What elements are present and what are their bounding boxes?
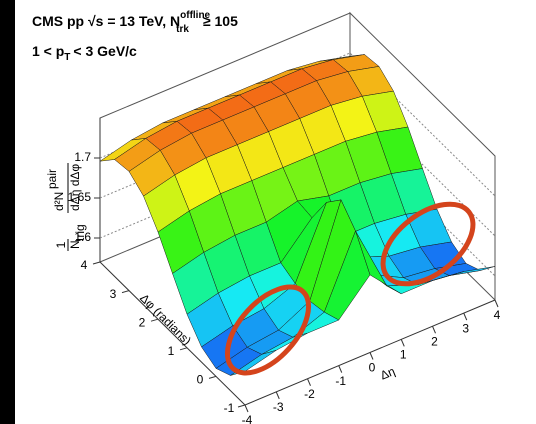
y-tick bbox=[150, 318, 159, 322]
x-tick bbox=[400, 339, 405, 347]
z-label-part: pair bbox=[45, 169, 59, 189]
y-tick-label: 0 bbox=[197, 373, 204, 387]
y-tick-label: 3 bbox=[110, 287, 117, 301]
x-tick-label: 0 bbox=[369, 361, 376, 375]
z-tick-label: 1.65 bbox=[68, 190, 92, 204]
title-sub: trk bbox=[176, 24, 189, 35]
title-sup: offline bbox=[180, 10, 210, 21]
x-tick bbox=[244, 404, 249, 413]
z-label-part: d²N bbox=[52, 192, 66, 211]
y-axis bbox=[99, 261, 246, 406]
x-tick-label: -4 bbox=[242, 413, 253, 424]
x-tick-label: 2 bbox=[431, 334, 438, 348]
y-tick bbox=[208, 375, 217, 379]
x-tick-label: 4 bbox=[494, 308, 501, 322]
z-label-part: dΔη dΔφ bbox=[68, 164, 82, 211]
y-tick bbox=[92, 261, 101, 265]
z-axis-label: 1 N trig d²N pair dΔη dΔφ bbox=[45, 163, 87, 251]
x-tick bbox=[494, 299, 499, 308]
z-label-part: 1 bbox=[54, 241, 68, 248]
x-tick bbox=[307, 378, 311, 386]
x-tick-label: -1 bbox=[335, 374, 346, 388]
surface-cell bbox=[230, 350, 277, 376]
y-tick-label: -1 bbox=[224, 401, 235, 415]
x-tick-label: -2 bbox=[304, 387, 315, 401]
x-tick bbox=[432, 326, 436, 334]
subtitle-text: 1 < p bbox=[32, 43, 64, 59]
title-end: ≥ 105 bbox=[203, 13, 238, 29]
y-tick-label: 1 bbox=[168, 344, 175, 358]
highlight-ellipse bbox=[224, 284, 312, 376]
x-tick-label: 3 bbox=[462, 321, 469, 335]
x-tick-label: -3 bbox=[273, 400, 284, 414]
x-tick bbox=[275, 391, 280, 400]
x-tick-label: 1 bbox=[400, 348, 407, 362]
z-label-part: trig bbox=[73, 224, 87, 241]
z-tick-label: 1.7 bbox=[74, 150, 91, 164]
highlight-ellipse bbox=[380, 201, 476, 287]
chart-title: CMS pp √s = 13 TeV, Noffline trk ≥ 105 bbox=[32, 10, 238, 35]
y-tick bbox=[237, 404, 246, 408]
subtitle-sub: T bbox=[64, 52, 70, 63]
x-tick bbox=[338, 365, 343, 373]
y-tick-label: 4 bbox=[81, 258, 88, 272]
y-tick-label: 2 bbox=[139, 315, 146, 329]
y-tick bbox=[121, 290, 130, 294]
subtitle-end: < 3 GeV/c bbox=[73, 43, 137, 59]
x-axis-label: Δη bbox=[378, 364, 397, 382]
z-tick-label: 1.6 bbox=[74, 230, 91, 244]
y-tick bbox=[179, 347, 188, 351]
title-text: CMS pp √s = 13 TeV, N bbox=[32, 13, 180, 29]
z-label-part: N bbox=[68, 240, 82, 249]
x-tick bbox=[463, 312, 468, 321]
x-tick bbox=[369, 352, 374, 360]
subtitle: 1 < pT < 3 GeV/c bbox=[32, 43, 137, 63]
